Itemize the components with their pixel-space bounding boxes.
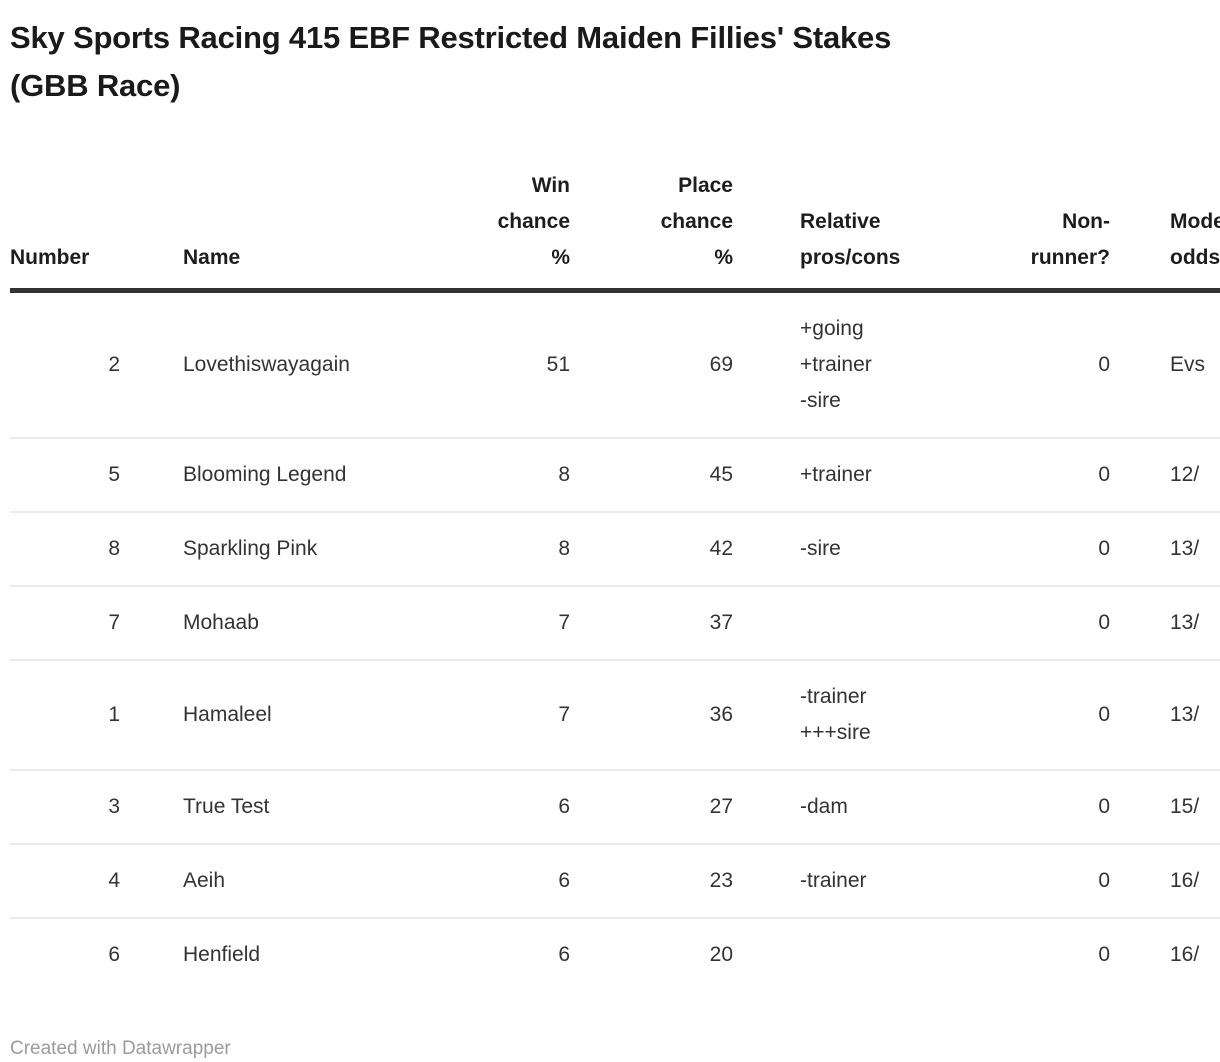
cell-number: 4	[10, 843, 120, 918]
cell-pros-cons: +trainer	[733, 437, 1020, 512]
cell-model-odds: 13/	[1110, 585, 1220, 660]
cell-place-chance: 20	[570, 917, 733, 991]
col-header-name: Name	[120, 168, 443, 293]
cell-model-odds: 16/	[1110, 843, 1220, 918]
cell-non-runner: 0	[1020, 843, 1110, 918]
table-row-mohaab: 7 Mohaab 7 37 0 13/	[10, 585, 1220, 660]
cell-model-odds: 12/	[1110, 437, 1220, 512]
datawrapper-credit-link[interactable]: Created with Datawrapper	[10, 1038, 231, 1059]
cell-name: Hamaleel	[120, 659, 443, 770]
cell-pros-cons	[733, 585, 1020, 660]
cell-non-runner: 0	[1098, 353, 1110, 376]
cell-pros-cons	[733, 917, 1020, 991]
col-header-place-chance: Place chance %	[570, 168, 733, 293]
cell-win-chance: 51	[546, 353, 570, 376]
cell-pros-cons: -trainer	[733, 843, 1020, 918]
cell-non-runner: 0	[1020, 769, 1110, 844]
cell-name: Mohaab	[120, 585, 443, 660]
cell-place-chance: 27	[570, 769, 733, 844]
chart-footer: Created with Datawrapper	[10, 1036, 1220, 1062]
cell-model-odds: 16/	[1110, 917, 1220, 991]
cell-number: 8	[10, 511, 120, 586]
cell-non-runner: 0	[1020, 917, 1110, 991]
table-row-lovethiswayagain: 2 Lovethiswayagain 51 69 +going +trainer…	[10, 291, 1220, 439]
cell-number: 7	[10, 585, 120, 660]
cell-model-odds: 13/	[1110, 659, 1220, 770]
cell-name: Henfield	[120, 917, 443, 991]
cell-win-chance: 6	[443, 917, 570, 991]
cell-pros-cons: +going +trainer -sire	[800, 317, 872, 412]
cell-win-chance: 7	[443, 659, 570, 770]
cell-non-runner: 0	[1020, 511, 1110, 586]
table-row-sparkling-pink: 8 Sparkling Pink 8 42 -sire 0 13/	[10, 511, 1220, 586]
col-header-non-runner: Non- runner?	[1020, 168, 1110, 293]
cell-model-odds: 13/	[1110, 511, 1220, 586]
cell-number: 3	[10, 769, 120, 844]
cell-number: 1	[10, 659, 120, 770]
cell-win-chance: 6	[443, 769, 570, 844]
chart-title: Sky Sports Racing 415 EBF Restricted Mai…	[10, 20, 892, 103]
cell-place-chance: 23	[570, 843, 733, 918]
cell-pros-cons: -trainer +++sire	[733, 659, 1020, 770]
cell-place-chance: 36	[570, 659, 733, 770]
header-row: Number Name Win chance % Place chance % …	[10, 168, 1220, 293]
cell-non-runner: 0	[1020, 585, 1110, 660]
table-row-blooming-legend: 5 Blooming Legend 8 45 +trainer 0 12/	[10, 437, 1220, 512]
table-row-true-test: 3 True Test 6 27 -dam 0 15/	[10, 769, 1220, 844]
cell-non-runner: 0	[1020, 437, 1110, 512]
cell-pros-cons: -sire	[733, 511, 1020, 586]
cell-name: Aeih	[120, 843, 443, 918]
cell-win-chance: 8	[443, 437, 570, 512]
cell-place-chance: 42	[570, 511, 733, 586]
cell-pros-cons: -dam	[733, 769, 1020, 844]
table-row-henfield: 6 Henfield 6 20 0 16/	[10, 917, 1220, 991]
race-predictions-table: Number Name Win chance % Place chance % …	[10, 168, 1220, 991]
cell-place-chance: 45	[570, 437, 733, 512]
cell-win-chance: 6	[443, 843, 570, 918]
col-header-win-chance: Win chance %	[443, 168, 570, 293]
cell-non-runner: 0	[1020, 659, 1110, 770]
cell-model-odds: 15/	[1110, 769, 1220, 844]
cell-number: 6	[10, 917, 120, 991]
col-header-model-odds: Model odds	[1110, 168, 1220, 293]
cell-win-chance: 7	[443, 585, 570, 660]
cell-win-chance: 8	[443, 511, 570, 586]
cell-name: Sparkling Pink	[120, 511, 443, 586]
table-row-hamaleel: 1 Hamaleel 7 36 -trainer +++sire 0 13/	[10, 659, 1220, 770]
cell-place-chance: 37	[570, 585, 733, 660]
cell-model-odds: Evs	[1170, 353, 1206, 376]
cell-name: Blooming Legend	[120, 437, 443, 512]
cell-name: Lovethiswayagain	[183, 353, 350, 376]
cell-number: 2	[108, 353, 120, 376]
cell-name: True Test	[120, 769, 443, 844]
cell-place-chance: 69	[709, 353, 733, 376]
table-row-aeih: 4 Aeih 6 23 -trainer 0 16/	[10, 843, 1220, 918]
col-header-number: Number	[10, 168, 120, 293]
table-clip-area: Number Name Win chance % Place chance % …	[10, 168, 1220, 991]
col-header-pros-cons: Relative pros/cons	[733, 168, 1020, 293]
cell-number: 5	[10, 437, 120, 512]
